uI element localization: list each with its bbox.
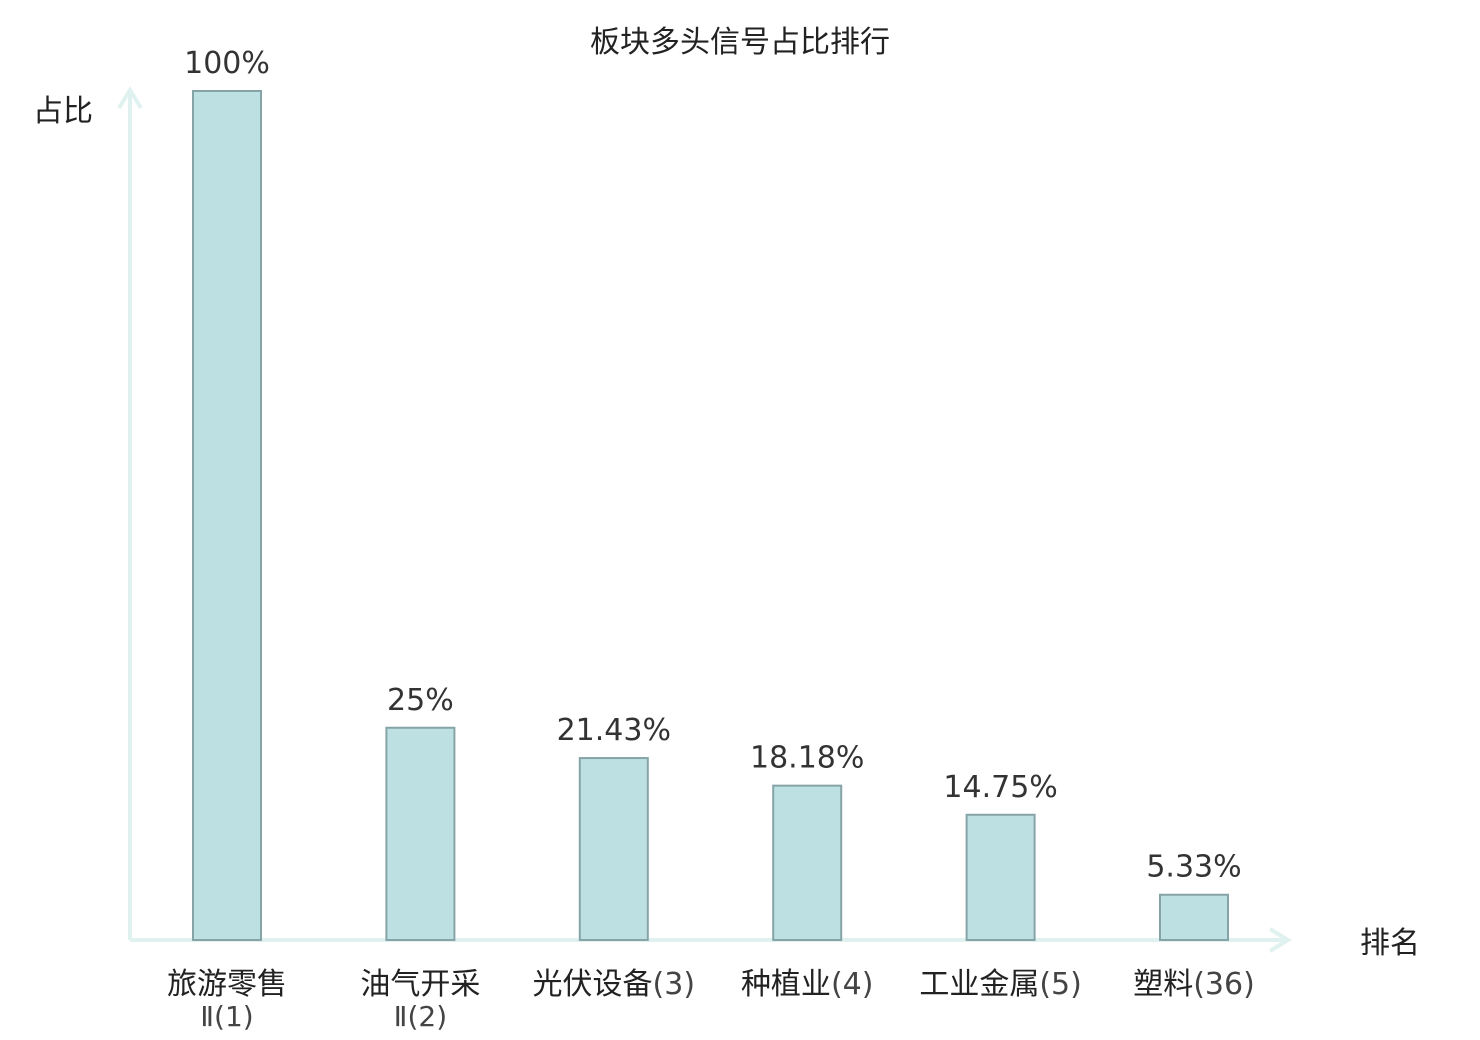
- x-tick-rank: (4): [831, 967, 874, 1002]
- x-tick-name: 旅游零售: [167, 967, 287, 1002]
- x-tick-name: 种植业: [741, 967, 831, 1002]
- bar: [578, 757, 649, 942]
- bar: [965, 813, 1036, 942]
- x-axis-label: 排名: [1360, 926, 1420, 961]
- data-label: 5.33%: [1146, 850, 1241, 885]
- x-tick-label: 工业金属(5): [919, 967, 1082, 1002]
- x-tick-label: 种植业(4): [741, 967, 874, 1002]
- x-tick-rank: (3): [653, 967, 696, 1002]
- value-labels-group: 100% 25% 21.43% 18.18% 14.75% 5.33%: [184, 46, 1242, 885]
- data-label: 18.18%: [750, 741, 864, 776]
- bar: [385, 726, 456, 941]
- data-label: 14.75%: [943, 770, 1057, 805]
- x-tick-name: 光伏设备: [533, 967, 653, 1002]
- x-tick-rank: (36): [1193, 967, 1255, 1002]
- bar: [772, 784, 843, 941]
- x-tick-label: 塑料(36): [1133, 967, 1255, 1002]
- x-tick-rank: Ⅱ(1): [200, 1000, 253, 1033]
- data-label: 25%: [387, 683, 454, 718]
- y-axis-arrow-icon: [117, 86, 143, 110]
- bar: [1159, 893, 1229, 941]
- bar: [192, 90, 262, 941]
- data-label: 21.43%: [557, 713, 671, 748]
- x-tick-label: 旅游零售: [167, 967, 287, 1002]
- x-axis: [130, 927, 1292, 953]
- x-tick-label: 油气开采: [360, 967, 480, 1002]
- y-axis-label: 占比: [33, 94, 93, 129]
- x-tick-name: 工业金属: [919, 967, 1039, 1002]
- y-axis: [117, 86, 143, 940]
- chart-title: 板块多头信号占比排行: [590, 25, 890, 60]
- data-label: 100%: [184, 46, 270, 81]
- x-tick-rank: (5): [1039, 967, 1082, 1002]
- x-tick-label: 光伏设备(3): [533, 967, 696, 1002]
- x-tick-name: 油气开采: [360, 967, 480, 1002]
- bars-group: [192, 90, 1229, 942]
- x-axis-arrow-icon: [1268, 927, 1292, 953]
- x-tick-rank: Ⅱ(2): [394, 1000, 447, 1033]
- x-tick-name: 塑料: [1133, 967, 1193, 1002]
